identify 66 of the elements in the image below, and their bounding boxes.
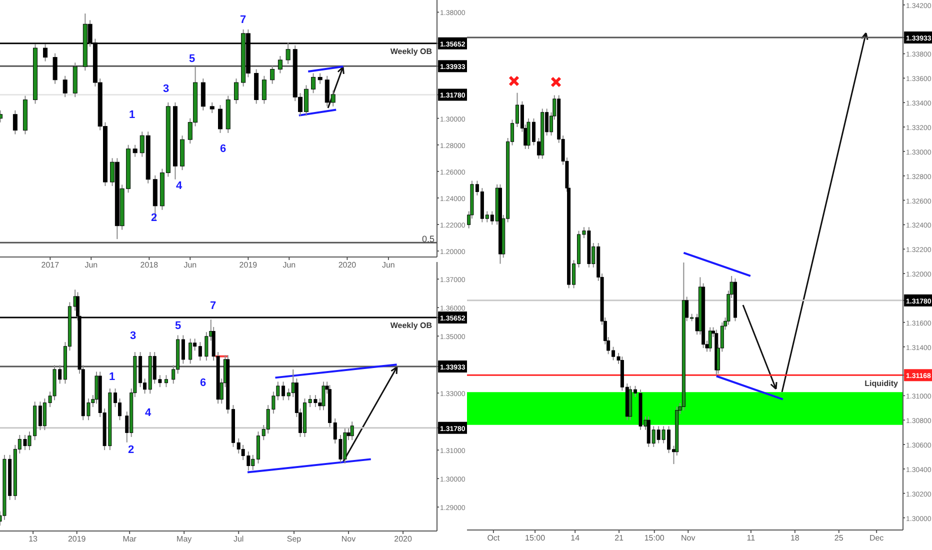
annotation: 5	[174, 319, 182, 333]
x-tick-label: Mar	[122, 534, 137, 544]
candlestick	[52, 52, 58, 84]
x-tick-label: Jun	[184, 260, 197, 270]
candlestick	[164, 374, 168, 388]
x-tick-label: May	[176, 534, 192, 544]
x-tick-label: Nov	[681, 534, 696, 543]
x-tick-label: 2019	[239, 260, 258, 270]
annotation: 4	[174, 179, 184, 193]
x-tick-label: 2020	[394, 534, 412, 544]
candlestick	[262, 75, 266, 104]
annotation: 4	[144, 406, 152, 420]
x-tick-label: Jun	[382, 260, 395, 270]
x-tick-label: Sep	[286, 534, 302, 544]
candlestick	[256, 431, 260, 464]
ref-line-label: Weekly OB	[390, 47, 432, 56]
x-tick-label: 21	[614, 534, 624, 543]
ref-line-label: Liquidity	[864, 378, 899, 388]
candlestick	[181, 334, 185, 364]
candlestick	[62, 75, 68, 98]
annotation: 7	[208, 299, 218, 313]
ref-line-label: Weekly OB	[390, 321, 432, 330]
x-tick-label: 14	[570, 534, 580, 543]
candlestick	[188, 338, 192, 364]
x-tick-label: Jul	[233, 534, 244, 544]
annotation: 2	[150, 211, 158, 225]
candlestick	[708, 326, 712, 352]
x-tick-label: Nov	[341, 534, 356, 544]
candlestick	[198, 342, 202, 362]
annotation: 3	[128, 329, 138, 343]
candlestick	[12, 110, 18, 135]
x-tick-label: 11	[746, 534, 756, 543]
annotation: 6	[218, 142, 228, 156]
candlestick	[210, 102, 214, 114]
x-tick-label: Dec	[869, 534, 884, 543]
candlestick	[234, 78, 239, 104]
candlestick	[218, 104, 223, 134]
candlestick	[270, 64, 275, 84]
candlestick	[350, 421, 354, 441]
candlestick	[132, 144, 138, 158]
annotation: 1	[108, 370, 116, 384]
x-tick-label: 18	[790, 534, 800, 543]
x-tick-label: 2019	[68, 534, 86, 544]
candlestick	[322, 381, 326, 411]
annotation: 1	[128, 108, 136, 122]
x-tick-label: Jun	[84, 260, 98, 270]
x-tick-label: 15:00	[644, 534, 665, 543]
x-tick-label: 2020	[338, 260, 357, 270]
x-tick-label: 25	[834, 534, 844, 543]
annotation: 7	[238, 13, 248, 27]
candlestick	[204, 332, 208, 362]
candlestick	[200, 78, 206, 111]
annotation: 0.5	[422, 233, 435, 246]
x-tick-label: 13	[28, 534, 38, 544]
candlestick	[311, 72, 316, 94]
candlestick	[278, 55, 282, 74]
annotation: 3	[162, 82, 170, 96]
x-tick-label: 2017	[41, 260, 60, 270]
x-tick-label: Oct	[487, 534, 500, 543]
annotation: 5	[188, 52, 196, 66]
candlestick	[318, 72, 322, 84]
x-tick-label: Jun	[282, 260, 296, 270]
annotation: 6	[198, 376, 208, 390]
x-tick-label: 2018	[140, 260, 159, 270]
annotation: 2	[126, 443, 136, 457]
x-tick-label: 15:00	[525, 534, 546, 543]
